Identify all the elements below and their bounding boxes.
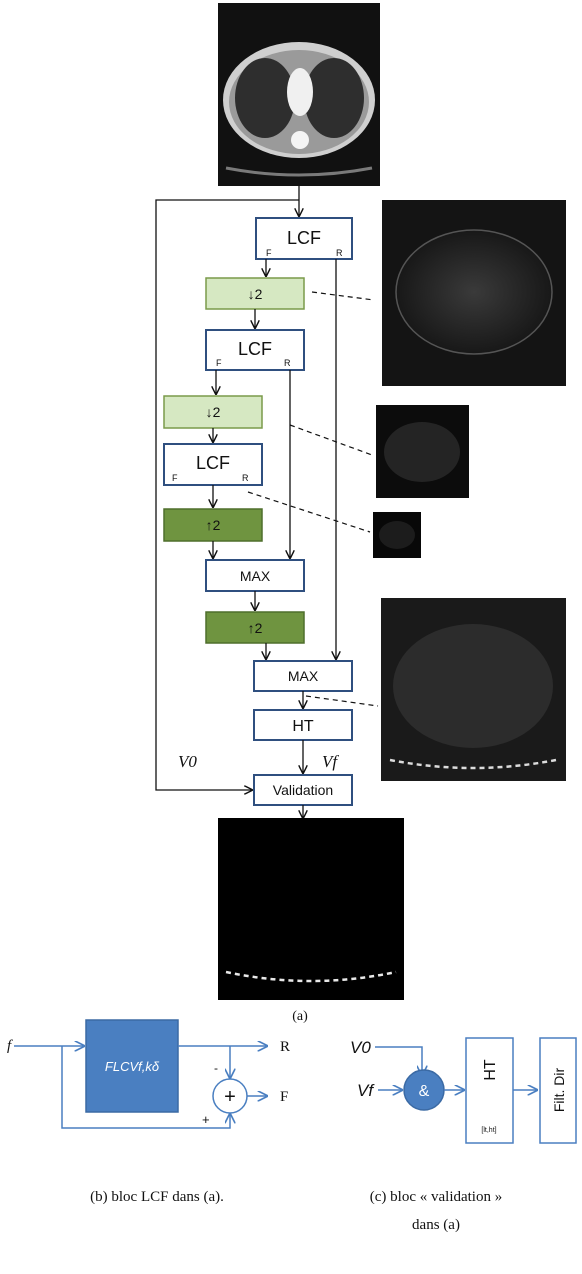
caption-c-line1: (c) bloc « validation » [370,1189,502,1205]
validation-block: Validation [253,774,353,806]
svg-text:&: & [419,1083,430,1100]
svg-text:MAX: MAX [288,668,319,684]
svg-text:↓2: ↓2 [206,404,221,420]
max-block-1: MAX [205,559,305,592]
upsample-block-1: ↑2 [163,508,263,542]
vf-label-a: Vf [322,752,339,771]
lcf-block-1: LCF F R [255,217,353,260]
svg-text:F: F [216,358,222,368]
upsample-block-2: ↑2 [205,611,305,644]
output-f-label: F [280,1089,288,1105]
svg-text:LCF: LCF [287,228,321,248]
svg-text:F: F [172,473,178,483]
svg-text:LCF: LCF [196,453,230,473]
dashed-pointers [247,291,379,707]
vf-label-c: Vf [357,1081,375,1100]
ht-block-c [465,1037,514,1144]
diagram-c: V0 Vf & HT [lt,ht] Filt. Dir [350,1037,577,1144]
lcf-block-3: LCF F R [163,443,263,486]
caption-b: (b) bloc LCF dans (a). [90,1189,224,1205]
filt-dir-block [539,1037,577,1144]
lcf-output-image-2 [376,405,469,498]
svg-text:R: R [336,248,343,258]
output-r-label: R [280,1039,290,1055]
final-output-image [218,818,404,1000]
lcf-output-image-1 [382,200,566,386]
svg-text:↓2: ↓2 [248,286,263,302]
flow-wires [155,186,336,818]
lcf-block-2: LCF F R [205,329,305,371]
downsample-block-2: ↓2 [163,395,263,429]
caption-c-line2: dans (a) [412,1217,460,1233]
svg-text:HT: HT [292,718,314,735]
max-block-2: MAX [253,660,353,692]
svg-text:Validation: Validation [273,782,333,798]
svg-text:R: R [284,358,291,368]
svg-text:F: F [266,248,272,258]
svg-text:+: + [224,1086,236,1108]
caption-a: (a) [292,1009,308,1024]
v0-label-c: V0 [350,1038,371,1057]
ht-block: HT [253,709,353,741]
svg-text:HT: HT [482,1059,499,1081]
svg-text:↑2: ↑2 [206,517,221,533]
diagram-b: f FLCVf,kδ + - + R F [7,1019,290,1129]
svg-text:-: - [214,1061,218,1075]
max-output-image [381,598,566,781]
svg-text:+: + [202,1112,210,1127]
svg-text:LCF: LCF [238,339,272,359]
svg-text:[lt,ht]: [lt,ht] [481,1127,496,1134]
svg-text:↑2: ↑2 [248,620,263,636]
svg-text:MAX: MAX [240,568,271,584]
input-f-label: f [7,1038,13,1054]
flcv-label: FLCVf,kδ [105,1059,160,1074]
v0-label-a: V0 [178,752,197,771]
lcf-output-image-3 [373,512,421,558]
flcv-block [85,1019,179,1113]
ct-input-image [218,3,380,186]
svg-text:R: R [242,473,249,483]
downsample-block-1: ↓2 [205,277,305,310]
svg-text:Filt. Dir: Filt. Dir [551,1068,567,1113]
